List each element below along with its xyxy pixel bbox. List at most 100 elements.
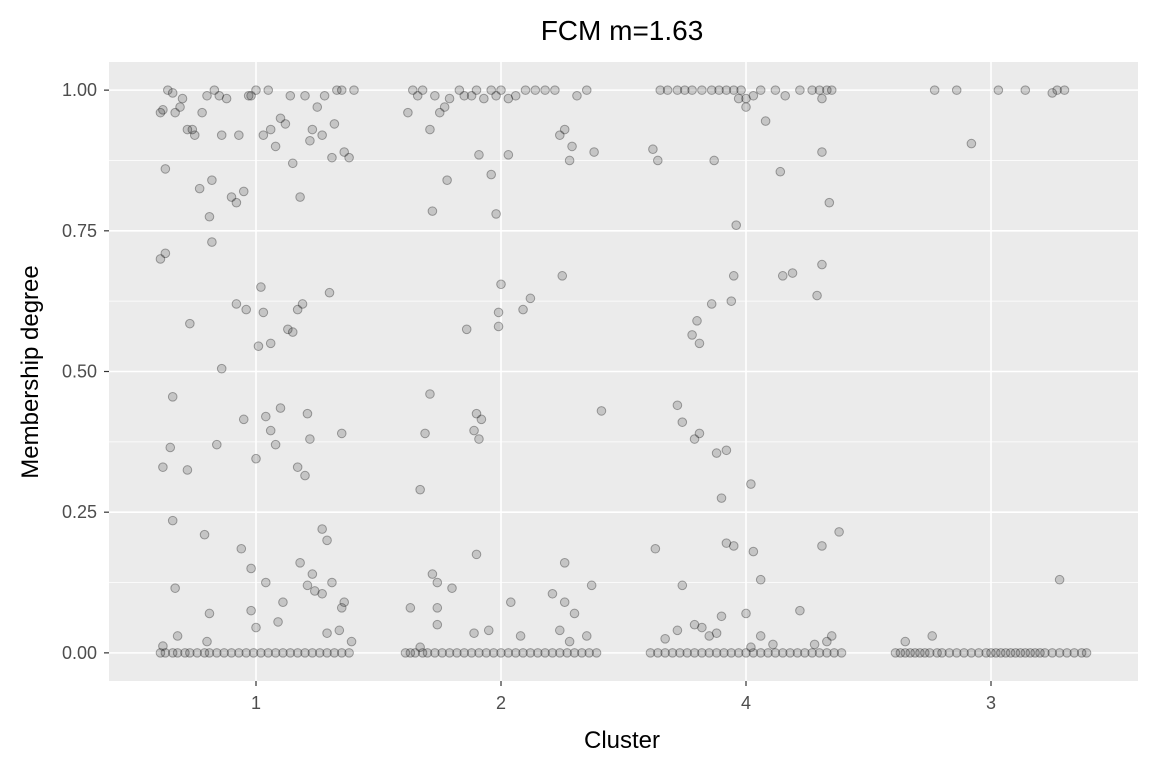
data-point <box>770 85 781 95</box>
data-point <box>346 636 357 647</box>
data-point <box>520 85 531 95</box>
data-point <box>263 648 274 658</box>
data-point <box>800 648 810 658</box>
data-point <box>302 580 313 591</box>
data-point <box>204 608 215 619</box>
data-point <box>349 85 359 95</box>
data-point <box>706 85 717 95</box>
data-point <box>822 648 832 658</box>
data-point <box>569 608 580 619</box>
data-point <box>586 580 597 591</box>
data-point <box>216 130 227 140</box>
data-point <box>437 648 448 658</box>
data-point <box>189 130 200 140</box>
data-point <box>697 85 707 95</box>
data-point <box>814 648 825 658</box>
data-point <box>787 268 798 278</box>
data-point <box>170 107 180 118</box>
data-point <box>728 271 739 281</box>
data-point <box>405 648 416 658</box>
data-point <box>491 90 501 101</box>
data-point <box>236 543 247 554</box>
data-point <box>924 648 935 658</box>
y-tick-label: 0.25 <box>62 502 97 522</box>
data-point <box>415 484 425 495</box>
data-point <box>675 648 685 658</box>
data-point <box>469 628 479 638</box>
data-point <box>199 529 210 540</box>
data-point <box>780 90 791 101</box>
data-point <box>238 414 249 425</box>
data-point <box>951 85 962 95</box>
data-point <box>1005 648 1016 658</box>
data-point <box>158 462 168 472</box>
data-point <box>777 271 788 281</box>
data-point <box>231 299 242 309</box>
data-point <box>577 648 587 658</box>
data-point <box>415 642 425 653</box>
data-point <box>814 85 825 95</box>
data-point <box>297 299 308 309</box>
data-point <box>265 425 276 436</box>
data-point <box>733 648 744 658</box>
data-point <box>682 648 693 658</box>
data-point <box>726 296 737 306</box>
data-point <box>559 124 570 135</box>
data-point <box>748 90 759 101</box>
data-point <box>540 648 550 658</box>
data-point <box>199 648 210 658</box>
data-point <box>305 434 315 444</box>
data-point <box>322 648 332 658</box>
data-point <box>243 90 254 101</box>
data-point <box>172 631 183 641</box>
data-point <box>733 93 744 104</box>
data-point <box>425 124 435 135</box>
data-point <box>261 411 271 422</box>
data-point <box>518 648 528 658</box>
y-axis-title: Membership degree <box>17 265 44 478</box>
data-point <box>307 124 318 135</box>
data-point <box>900 636 911 647</box>
data-point <box>655 85 666 95</box>
data-point <box>785 648 795 658</box>
data-point <box>836 648 847 658</box>
data-point <box>434 107 445 118</box>
data-point <box>1081 648 1092 658</box>
data-point <box>324 287 335 298</box>
data-point <box>471 85 482 95</box>
data-point <box>1062 648 1072 658</box>
data-point <box>287 327 298 337</box>
x-axis: 1 2 4 3 <box>251 681 996 713</box>
data-point <box>697 622 707 633</box>
data-point <box>469 425 479 436</box>
data-point <box>951 648 962 658</box>
data-point <box>285 648 296 658</box>
data-point <box>648 144 658 155</box>
data-point <box>748 648 759 658</box>
data-point <box>711 628 722 638</box>
data-point <box>163 85 173 95</box>
data-point <box>596 406 607 416</box>
data-point <box>1069 648 1080 658</box>
data-point <box>258 307 269 318</box>
data-point <box>716 493 727 503</box>
data-point <box>474 150 484 160</box>
data-point <box>459 90 470 101</box>
data-point <box>1076 648 1087 658</box>
data-point <box>246 605 256 616</box>
data-point <box>226 192 237 202</box>
data-point <box>265 338 276 349</box>
data-point <box>677 580 688 591</box>
data-point <box>525 293 536 304</box>
data-point <box>275 113 286 124</box>
data-point <box>645 648 656 658</box>
data-point <box>547 588 558 599</box>
data-point <box>167 88 178 98</box>
data-point <box>317 130 327 140</box>
data-point <box>807 85 817 95</box>
data-point <box>444 648 455 658</box>
data-point <box>202 636 212 647</box>
data-point <box>824 197 835 208</box>
data-point <box>444 93 455 104</box>
